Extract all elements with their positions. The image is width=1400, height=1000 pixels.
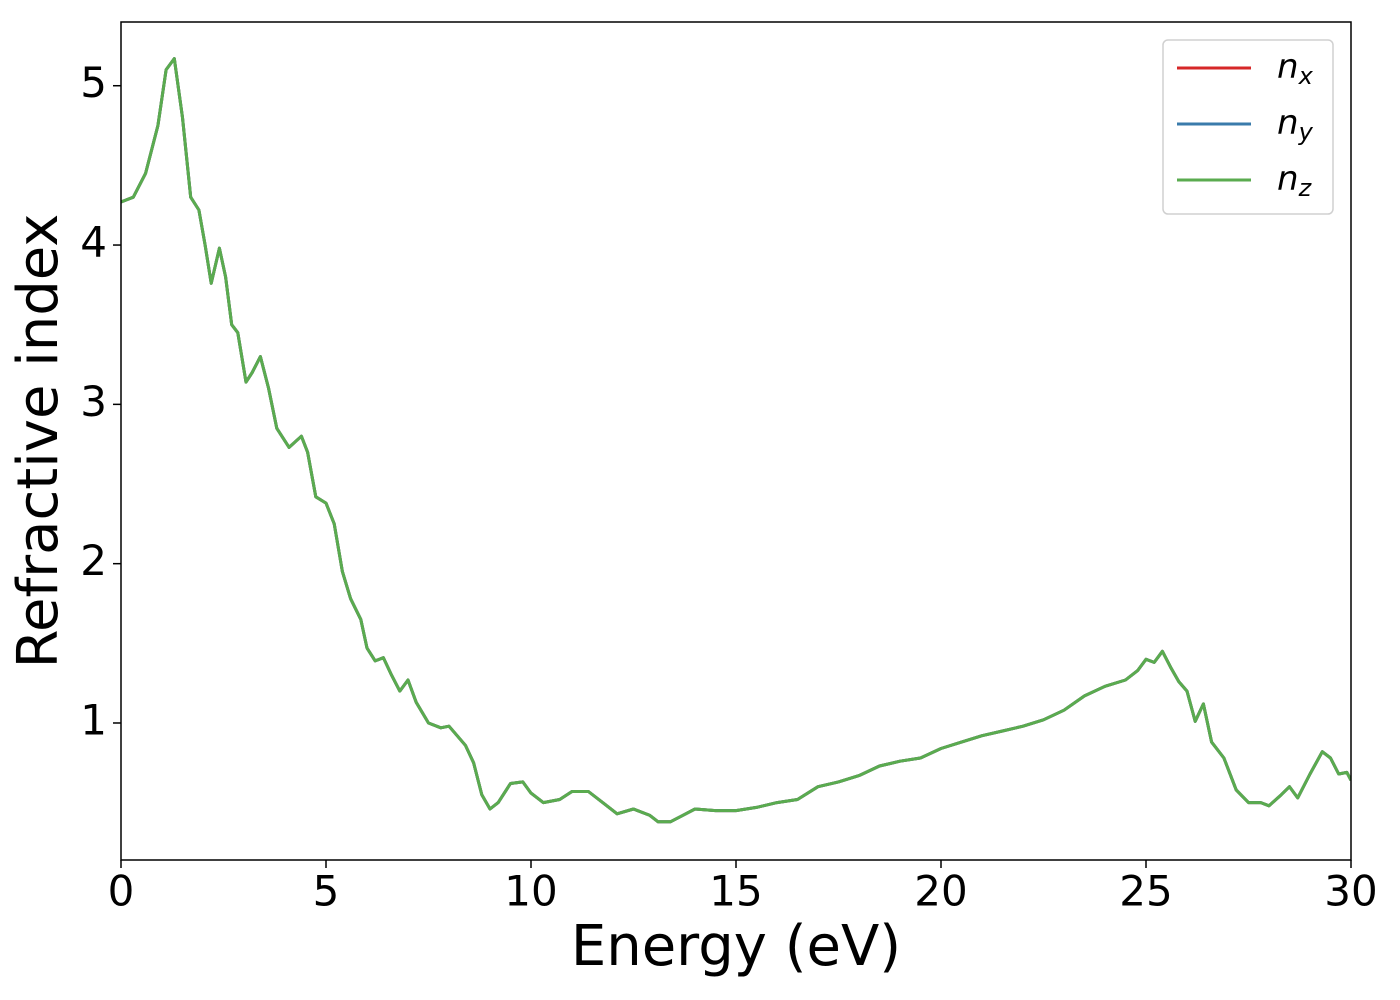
y-tick-label: 4	[80, 218, 107, 267]
plot-area	[121, 57, 1351, 824]
x-tick-label: 15	[709, 867, 762, 916]
x-tick-label: 30	[1324, 867, 1377, 916]
y-tick-label: 2	[80, 536, 107, 585]
legend-label: nx	[1277, 47, 1314, 91]
y-tick-label: 5	[80, 58, 107, 107]
y-tick-label: 3	[80, 377, 107, 426]
y-axis-label: Refractive index	[6, 214, 71, 669]
legend-label: nz	[1277, 159, 1313, 203]
y-tick-label: 1	[80, 695, 107, 744]
legend-box	[1162, 39, 1334, 215]
x-tick-label: 5	[313, 867, 340, 916]
x-tick-label: 20	[914, 867, 967, 916]
x-tick-label: 10	[504, 867, 557, 916]
x-tick-label: 25	[1119, 867, 1172, 916]
x-axis-label: Energy (eV)	[571, 914, 901, 979]
plot-frame	[120, 21, 1352, 861]
series-line	[121, 57, 1351, 824]
legend-label: ny	[1277, 103, 1314, 147]
x-tick-label: 0	[108, 867, 135, 916]
